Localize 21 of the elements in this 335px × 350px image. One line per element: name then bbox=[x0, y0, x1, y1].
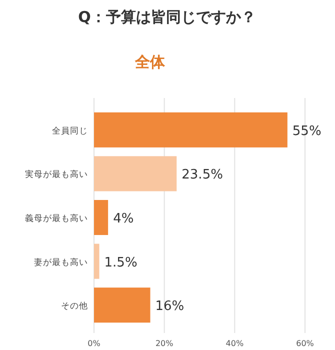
y-tick-label: 実母が最も高い bbox=[25, 169, 88, 180]
chart-title: Q：予算は皆同じですか？ bbox=[78, 8, 256, 26]
y-tick-label: 義母が最も高い bbox=[25, 213, 88, 224]
y-tick-label: その他 bbox=[61, 300, 88, 312]
data-label: 1.5% bbox=[104, 255, 138, 270]
x-tick-label: 60% bbox=[296, 339, 314, 348]
data-label: 55% bbox=[292, 124, 322, 139]
chart-subtitle: 全体 bbox=[134, 53, 166, 71]
data-label: 23.5% bbox=[182, 168, 223, 183]
x-tick-label: 0% bbox=[88, 339, 101, 348]
data-label: 4% bbox=[113, 212, 134, 226]
bar bbox=[94, 244, 100, 279]
y-tick-label: 妻が最も高い bbox=[34, 256, 88, 268]
data-label: 16% bbox=[155, 299, 184, 314]
x-tick-label: 40% bbox=[226, 339, 244, 348]
bar bbox=[94, 200, 108, 236]
x-tick-label: 20% bbox=[155, 339, 174, 348]
bar bbox=[94, 156, 177, 192]
bar bbox=[94, 288, 150, 323]
bar bbox=[94, 112, 288, 148]
y-tick-label: 全員同じ bbox=[52, 125, 88, 136]
